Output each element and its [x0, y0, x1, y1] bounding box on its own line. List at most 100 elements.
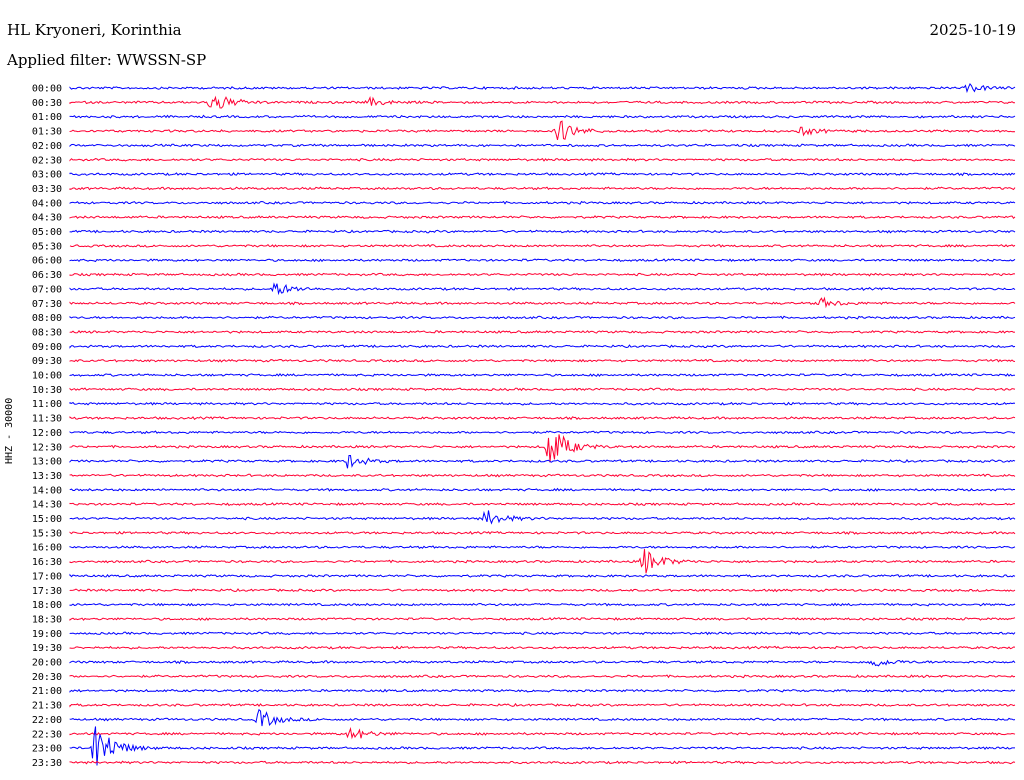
trace-line: [69, 430, 1016, 435]
row-time-label: 11:30: [32, 414, 62, 425]
row-time-label: 18:30: [32, 614, 62, 625]
trace-line: [69, 358, 1016, 363]
row-time-label: 13:30: [32, 471, 62, 482]
row-time-label: 05:30: [32, 241, 62, 252]
trace-line: [69, 502, 1016, 507]
row-time-label: 13:00: [32, 457, 62, 468]
row-time-label: 14:00: [32, 485, 62, 496]
trace-line: [69, 82, 1016, 94]
trace-line: [69, 708, 1016, 727]
row-time-label: 16:00: [32, 543, 62, 554]
row-time-label: 14:30: [32, 500, 62, 511]
row-time-label: 19:00: [32, 629, 62, 640]
row-time-label: 09:30: [32, 356, 62, 367]
row-time-label: 03:00: [32, 170, 62, 181]
row-time-label: 22:30: [32, 729, 62, 740]
date-label: 2025-10-19: [929, 21, 1016, 39]
trace-line: [69, 157, 1016, 162]
trace-line: [69, 243, 1016, 248]
row-time-label: 02:00: [32, 141, 62, 152]
row-time-label: 21:30: [32, 701, 62, 712]
trace-line: [69, 688, 1016, 693]
row-time-label: 07:00: [32, 284, 62, 295]
row-time-label: 23:00: [32, 744, 62, 755]
trace-line: [69, 760, 1016, 765]
station-title: HL Kryoneri, Korinthia: [7, 21, 182, 39]
trace-line: [69, 296, 1016, 309]
trace-line: [69, 616, 1016, 621]
row-time-label: 01:30: [32, 127, 62, 138]
row-time-label: 23:30: [32, 758, 62, 769]
row-time-label: 11:00: [32, 399, 62, 410]
row-time-label: 21:00: [32, 686, 62, 697]
trace-line: [69, 549, 1016, 574]
trace-line: [69, 545, 1016, 549]
trace-line: [69, 588, 1016, 593]
filter-label: Applied filter: WWSSN-SP: [7, 51, 207, 69]
trace-line: [69, 215, 1016, 220]
trace-line: [69, 416, 1016, 421]
trace-line: [69, 659, 1016, 667]
trace-line: [69, 702, 1016, 708]
trace-line: [69, 573, 1016, 578]
trace-line: [69, 229, 1016, 234]
trace-line: [69, 272, 1016, 277]
trace-line: [69, 172, 1016, 177]
trace-line: [69, 434, 1016, 463]
row-time-label: 15:00: [32, 514, 62, 525]
trace-line: [69, 372, 1016, 377]
trace-line: [69, 726, 1015, 766]
row-time-label: 03:30: [32, 184, 62, 195]
trace-line: [69, 344, 1016, 349]
trace-line: [69, 726, 1016, 740]
row-time-label: 17:30: [32, 586, 62, 597]
row-time-label: 08:00: [32, 313, 62, 324]
row-time-label: 05:00: [32, 227, 62, 238]
trace-line: [69, 114, 1016, 119]
trace-line: [69, 315, 1016, 320]
row-time-label: 18:00: [32, 600, 62, 611]
row-time-label: 06:00: [32, 256, 62, 267]
row-time-label: 10:00: [32, 371, 62, 382]
trace-line: [69, 387, 1016, 392]
row-time-label: 12:00: [32, 428, 62, 439]
row-time-label: 04:30: [32, 213, 62, 224]
row-time-label: 09:00: [32, 342, 62, 353]
trace-line: [69, 645, 1016, 650]
trace-line: [69, 530, 1016, 535]
row-time-label: 15:30: [32, 528, 62, 539]
row-time-label: 20:00: [32, 658, 62, 669]
trace-line: [69, 631, 1016, 636]
trace-line: [69, 282, 1016, 296]
row-time-label: 19:30: [32, 643, 62, 654]
row-time-label: 20:30: [32, 672, 62, 683]
trace-line: [69, 401, 1016, 406]
trace-line: [69, 329, 1016, 334]
trace-line: [69, 120, 1016, 141]
trace-line: [69, 473, 1016, 478]
row-time-label: 06:30: [32, 270, 62, 281]
trace-line: [69, 455, 1016, 469]
row-time-label: 07:30: [32, 299, 62, 310]
row-time-label: 04:00: [32, 198, 62, 209]
trace-line: [69, 143, 1016, 148]
row-time-label: 00:00: [32, 84, 62, 95]
trace-line: [69, 510, 1016, 525]
row-time-label: 17:00: [32, 571, 62, 582]
row-time-label: 10:30: [32, 385, 62, 396]
trace-line: [69, 186, 1016, 191]
trace-line: [69, 674, 1016, 679]
row-time-label: 01:00: [32, 112, 62, 123]
row-time-label: 12:30: [32, 442, 62, 453]
trace-line: [69, 200, 1016, 205]
trace-line: [69, 602, 1016, 607]
row-time-label: 02:30: [32, 155, 62, 166]
row-time-label: 00:30: [32, 98, 62, 109]
row-time-label: 16:30: [32, 557, 62, 568]
trace-line: [69, 258, 1016, 263]
row-time-label: 08:30: [32, 327, 62, 338]
row-time-label: 22:00: [32, 715, 62, 726]
trace-line: [69, 95, 1016, 109]
trace-line: [69, 487, 1016, 492]
